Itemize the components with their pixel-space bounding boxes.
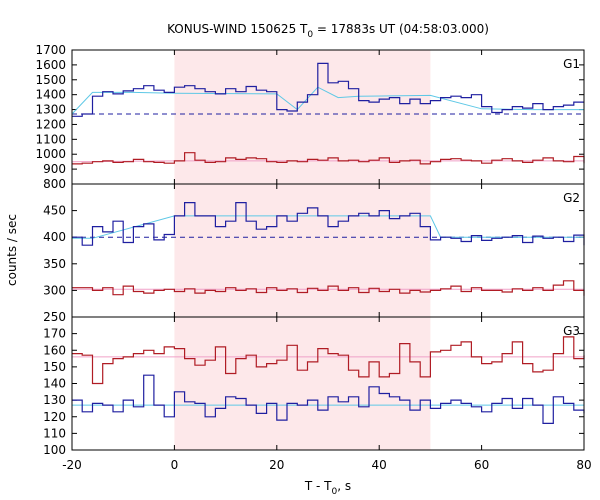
y-tick-label: 170 bbox=[43, 327, 66, 341]
y-tick-label: 120 bbox=[43, 410, 66, 424]
y-tick-label: 250 bbox=[43, 310, 66, 324]
y-tick-label: 1500 bbox=[35, 73, 66, 87]
y-tick-label: 1600 bbox=[35, 58, 66, 72]
panel-frame bbox=[71, 316, 585, 451]
y-tick-label: 130 bbox=[43, 393, 66, 407]
y-axis-title: counts / sec bbox=[5, 214, 19, 286]
upper-series-histogram bbox=[72, 374, 585, 424]
y-tick-label: 300 bbox=[43, 283, 66, 297]
y-tick-label: 110 bbox=[43, 426, 66, 440]
y-tick-label: 1700 bbox=[35, 43, 66, 57]
upper-series-histogram bbox=[72, 202, 585, 246]
plot-area: 80090010001100120013001400150016001700G1… bbox=[35, 43, 591, 472]
lower-series-histogram bbox=[72, 152, 585, 165]
x-tick-label: 0 bbox=[171, 458, 179, 472]
panel-label: G2 bbox=[563, 191, 580, 205]
y-tick-label: 450 bbox=[43, 204, 66, 218]
y-tick-label: 140 bbox=[43, 377, 66, 391]
x-tick-label: 40 bbox=[372, 458, 387, 472]
x-tick-label: -20 bbox=[62, 458, 82, 472]
y-tick-label: 1300 bbox=[35, 103, 66, 117]
panel-label: G1 bbox=[563, 57, 580, 71]
panel-g3: 100 110 120 130 140 150 160 170 G3 bbox=[43, 316, 585, 457]
panel-label: G3 bbox=[563, 324, 580, 338]
y-tick-label: 400 bbox=[43, 230, 66, 244]
y-tick-label: 900 bbox=[43, 162, 66, 176]
y-tick-label: 1000 bbox=[35, 147, 66, 161]
lower-series-histogram bbox=[72, 336, 585, 385]
lower-series-histogram bbox=[72, 280, 585, 296]
y-tick-label: 1200 bbox=[35, 117, 66, 131]
y-tick-label: 350 bbox=[43, 257, 66, 271]
y-tick-label: 800 bbox=[43, 177, 66, 191]
chart-title: KONUS-WIND 150625 T0 = 17883s UT (04:58:… bbox=[167, 22, 489, 40]
x-tick-label: 80 bbox=[576, 458, 591, 472]
shaded-interval bbox=[174, 50, 431, 450]
x-tick-label: 60 bbox=[474, 458, 489, 472]
upper-series-histogram bbox=[72, 62, 584, 117]
y-tick-label: 100 bbox=[43, 443, 66, 457]
x-axis-title: T - T0, s bbox=[304, 479, 351, 497]
y-tick-label: 160 bbox=[43, 343, 66, 357]
y-tick-label: 1400 bbox=[35, 88, 66, 102]
y-tick-label: 1100 bbox=[35, 132, 66, 146]
y-tick-label: 150 bbox=[43, 360, 66, 374]
x-tick-label: 20 bbox=[269, 458, 284, 472]
